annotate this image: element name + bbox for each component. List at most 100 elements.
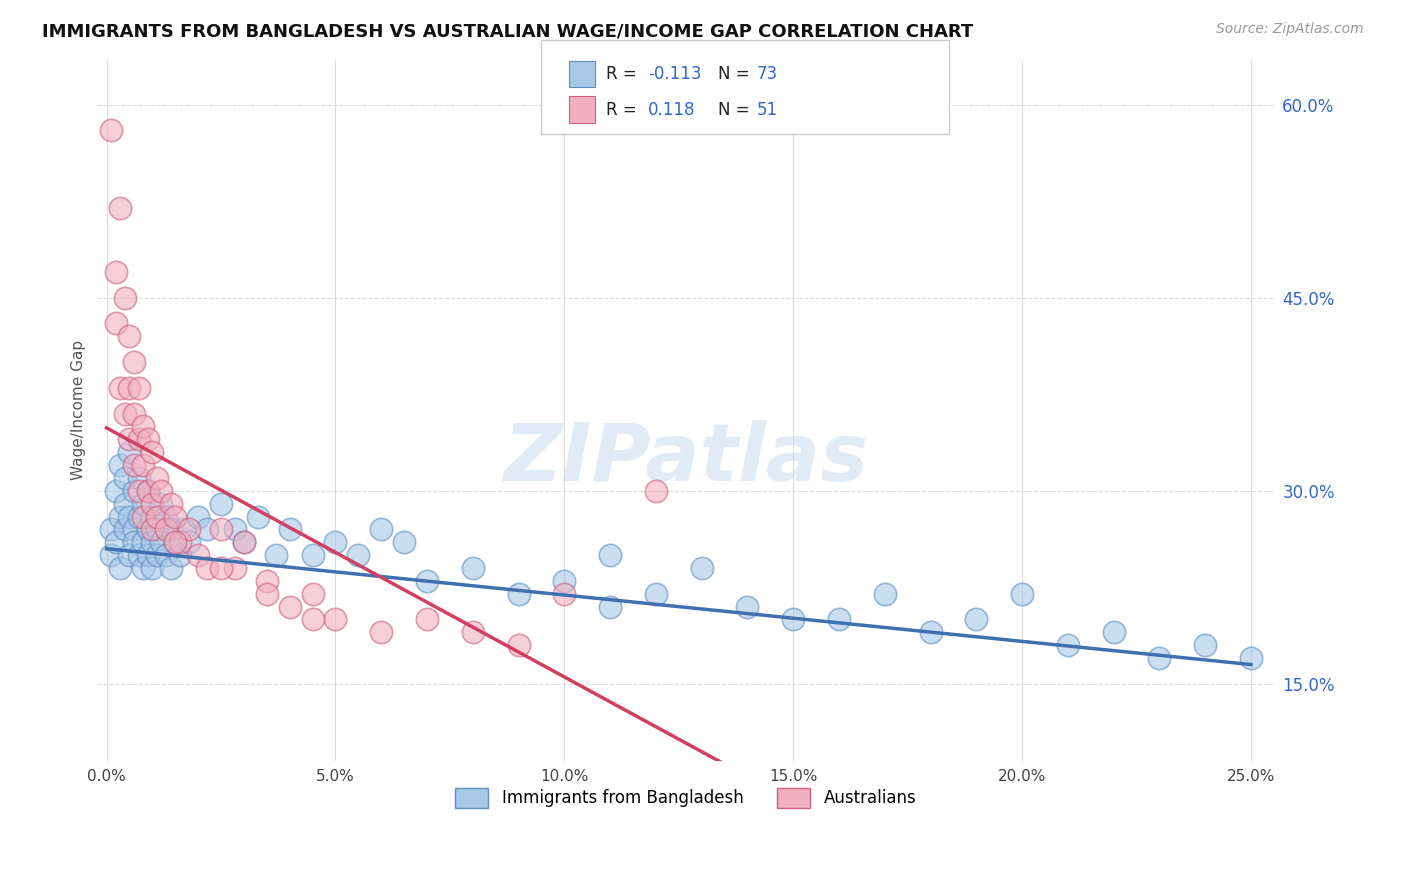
Point xyxy=(141,497,163,511)
Point xyxy=(122,522,145,536)
Point xyxy=(347,548,370,562)
Point xyxy=(150,497,173,511)
Point xyxy=(301,548,323,562)
Point xyxy=(104,535,127,549)
Point xyxy=(110,201,132,215)
Point xyxy=(246,509,269,524)
Point xyxy=(165,535,187,549)
Point xyxy=(1102,625,1125,640)
Point xyxy=(508,638,530,652)
Text: Source: ZipAtlas.com: Source: ZipAtlas.com xyxy=(1216,22,1364,37)
Point xyxy=(159,497,181,511)
Point xyxy=(122,535,145,549)
Point xyxy=(325,613,347,627)
Point xyxy=(644,483,666,498)
Point xyxy=(1057,638,1080,652)
Point xyxy=(114,522,136,536)
Point xyxy=(128,381,150,395)
Point xyxy=(461,625,484,640)
Y-axis label: Wage/Income Gap: Wage/Income Gap xyxy=(72,340,86,481)
Point xyxy=(128,548,150,562)
Text: R =: R = xyxy=(606,65,643,83)
Point xyxy=(146,471,169,485)
Point xyxy=(100,522,122,536)
Point xyxy=(114,471,136,485)
Point xyxy=(136,432,159,446)
Point xyxy=(508,587,530,601)
Point xyxy=(114,497,136,511)
Point xyxy=(177,535,200,549)
Point xyxy=(155,509,177,524)
Point xyxy=(118,432,141,446)
Text: 51: 51 xyxy=(756,101,778,119)
Point xyxy=(128,509,150,524)
Point xyxy=(1011,587,1033,601)
Point xyxy=(1149,651,1171,665)
Point xyxy=(136,522,159,536)
Point xyxy=(256,574,278,588)
Point xyxy=(136,548,159,562)
Point xyxy=(132,509,155,524)
Point xyxy=(141,509,163,524)
Point xyxy=(461,561,484,575)
Point xyxy=(118,445,141,459)
Point xyxy=(599,599,621,614)
Point xyxy=(195,522,218,536)
Point xyxy=(146,548,169,562)
Point xyxy=(141,535,163,549)
Point xyxy=(122,355,145,369)
Point xyxy=(146,509,169,524)
Text: IMMIGRANTS FROM BANGLADESH VS AUSTRALIAN WAGE/INCOME GAP CORRELATION CHART: IMMIGRANTS FROM BANGLADESH VS AUSTRALIAN… xyxy=(42,22,973,40)
Point xyxy=(159,522,181,536)
Point xyxy=(110,509,132,524)
Point xyxy=(104,317,127,331)
Point xyxy=(209,522,232,536)
Point xyxy=(325,535,347,549)
Point xyxy=(301,587,323,601)
Point xyxy=(165,535,187,549)
Point xyxy=(392,535,415,549)
Text: R =: R = xyxy=(606,101,647,119)
Text: ZIPatlas: ZIPatlas xyxy=(503,420,868,499)
Point xyxy=(187,509,209,524)
Point xyxy=(104,265,127,279)
Point xyxy=(599,548,621,562)
Point xyxy=(114,291,136,305)
Point xyxy=(155,522,177,536)
Point xyxy=(224,561,246,575)
Point xyxy=(128,471,150,485)
Point xyxy=(209,497,232,511)
Point xyxy=(232,535,254,549)
Point xyxy=(278,599,301,614)
Point xyxy=(136,483,159,498)
Point xyxy=(132,497,155,511)
Point xyxy=(232,535,254,549)
Point xyxy=(114,407,136,421)
Point xyxy=(195,561,218,575)
Point xyxy=(965,613,987,627)
Legend: Immigrants from Bangladesh, Australians: Immigrants from Bangladesh, Australians xyxy=(447,780,925,816)
Point xyxy=(110,381,132,395)
Point xyxy=(128,432,150,446)
Point xyxy=(370,625,392,640)
Point xyxy=(118,329,141,343)
Point xyxy=(224,522,246,536)
Point xyxy=(1194,638,1216,652)
Point xyxy=(737,599,759,614)
Point xyxy=(118,509,141,524)
Point xyxy=(169,535,191,549)
Point xyxy=(553,587,575,601)
Point xyxy=(141,522,163,536)
Point xyxy=(110,561,132,575)
Point xyxy=(132,419,155,434)
Point xyxy=(187,548,209,562)
Point xyxy=(150,483,173,498)
Point xyxy=(141,561,163,575)
Point xyxy=(1240,651,1263,665)
Point xyxy=(301,613,323,627)
Point xyxy=(118,381,141,395)
Point xyxy=(100,548,122,562)
Point xyxy=(920,625,942,640)
Point xyxy=(150,535,173,549)
Point xyxy=(132,535,155,549)
